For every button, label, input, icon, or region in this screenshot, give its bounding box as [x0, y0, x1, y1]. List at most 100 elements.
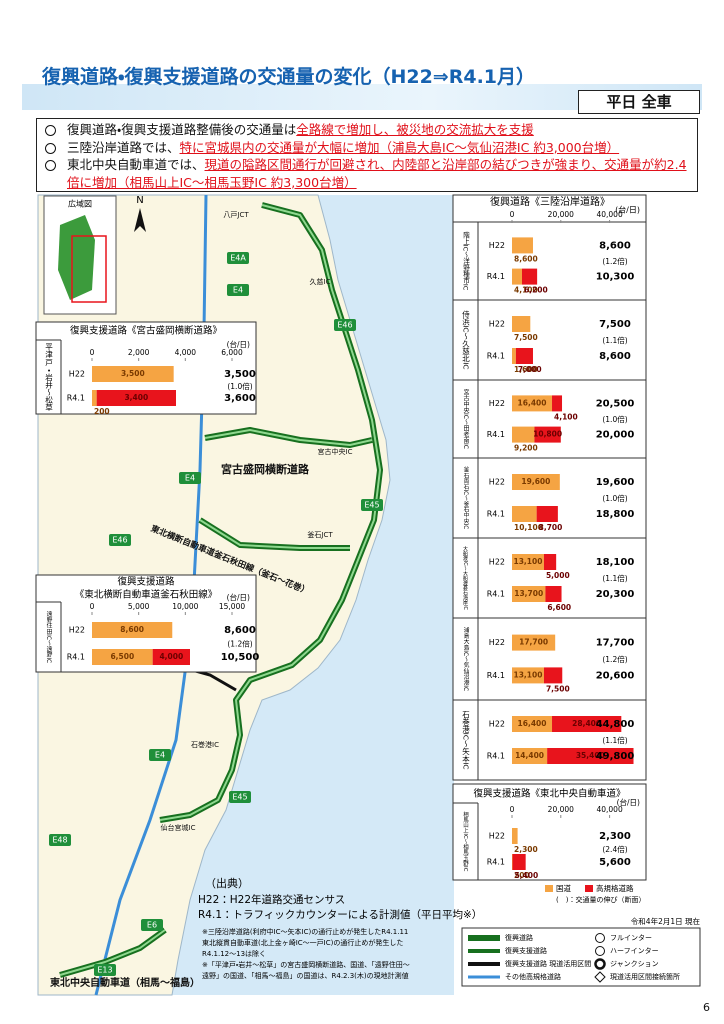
bar-segment: [547, 748, 634, 764]
route-badge: [179, 472, 201, 484]
bar-segment: [512, 506, 537, 522]
emphasis-text: 特に宮城県内の交通量が大幅に増加（浦島大島IC～気仙沼港IC 約3,000台増）: [179, 139, 620, 155]
tohoku-central-road-inner: [59, 929, 166, 976]
bar-segment: [92, 390, 97, 406]
bar-segment: [92, 622, 173, 638]
total-label: 7,500: [599, 319, 631, 330]
chart-title: 復興支援道路《東北中央自動車道》: [473, 788, 625, 800]
value-label: 5,000: [546, 571, 570, 580]
bullet-text: 三陸沿岸道路では、: [67, 139, 180, 155]
bar-segment: [522, 268, 538, 285]
bullet: 三陸沿岸道路では、特に宮城県内の交通量が大幅に増加（浦島大島IC～気仙沼港IC …: [45, 139, 691, 157]
route-badge: [227, 252, 249, 264]
chart-title: 復興支援道路: [117, 576, 175, 588]
legend-road-label: 復興支援道路: [505, 946, 547, 955]
value-label: 13,100: [514, 557, 543, 566]
total-label: 19,600: [596, 477, 635, 488]
legend-note: ( )：交通量の伸び（断面）: [556, 895, 645, 904]
category-label: H22: [489, 478, 505, 487]
category-label: R4.1: [487, 671, 505, 680]
legend-road-label: 復興支援道路 現道活用区間: [505, 959, 591, 968]
total-label: 3,600: [224, 393, 256, 404]
total-label: 20,300: [596, 589, 635, 600]
growth-ratio: (1.1倍): [602, 335, 627, 345]
x-tick-label: 0: [510, 805, 515, 814]
value-label: 16,400: [518, 398, 547, 407]
growth-ratio: (1.2倍): [602, 256, 627, 266]
bar-segment: [512, 474, 560, 490]
value-label: 8,600: [120, 625, 144, 634]
chart-unit: (台/日): [227, 592, 250, 602]
route-badge: [227, 284, 249, 296]
source-line: R4.1：トラフィックカウンターによる計測値（平日平均※）: [198, 908, 482, 921]
x-tick-label: 0: [90, 348, 95, 357]
route-number: E45: [364, 501, 379, 510]
chart-frame: [452, 221, 647, 301]
category-label: H22: [69, 626, 85, 635]
bar-segment: [512, 586, 546, 602]
x-tick-label: 15,000: [219, 602, 245, 611]
value-label: 7,500: [546, 684, 570, 693]
value-label: 13,700: [514, 589, 543, 598]
category-label: H22: [489, 638, 505, 647]
growth-ratio: (1.2倍): [227, 639, 252, 649]
chart-unit: (台/日): [227, 339, 250, 349]
miyako-road-inner: [204, 429, 373, 446]
map-label: 宮古中央IC: [318, 447, 353, 456]
bar-segment: [512, 426, 535, 443]
category-label: H22: [489, 241, 505, 250]
value-label: 6,500: [110, 652, 134, 661]
value-label: 1,600: [514, 365, 538, 374]
category-label: R4.1: [67, 394, 85, 403]
bar-segment: [543, 554, 557, 570]
bullet-text: 東北中央自動車道では、: [67, 157, 205, 172]
category-label: R4.1: [487, 352, 505, 361]
legend-road-label: その他高規格道路: [505, 972, 561, 981]
value-label: 3,500: [121, 369, 145, 378]
source-note: R4.1.12～13は除く: [202, 949, 266, 958]
category-label: R4.1: [487, 510, 505, 519]
category-label: H22: [69, 370, 85, 379]
route-number: E4: [233, 286, 243, 295]
route-number: E48: [52, 836, 67, 845]
category-label: H22: [489, 558, 505, 567]
reconstruction-road-inner: [159, 204, 381, 821]
x-tick-label: 4,000: [175, 348, 197, 357]
bullet-text: 復興道路・復興支援道路整備後の交通量は: [67, 122, 297, 137]
section-label: 平津戸・岩井～松草: [44, 343, 53, 412]
legend-date: 令和4年2月1日 現在: [631, 916, 701, 926]
legend-symbol: [595, 933, 605, 943]
total-label: 8,600: [599, 351, 631, 362]
bar-segment: [512, 716, 553, 732]
route-number: E4: [185, 474, 195, 483]
value-label: 10,100: [514, 523, 543, 532]
bar-segment: [512, 634, 556, 651]
legend-symbol: [595, 946, 605, 956]
source-note: ※三陸沿岸道路(利府中IC～矢本IC)の通行止めが発生したR4.1.11: [202, 927, 408, 936]
route-badge: [109, 534, 131, 546]
value-label: 6,200: [524, 286, 548, 295]
growth-ratio: (1.1倍): [602, 735, 627, 745]
route-badge: [141, 919, 163, 931]
x-tick-label: 5,000: [128, 602, 150, 611]
growth-ratio: (2.4倍): [602, 844, 627, 854]
total-label: 18,100: [596, 557, 635, 568]
value-label: 35,400: [576, 751, 605, 760]
value-label: 5,400: [514, 871, 538, 880]
total-label: 44,800: [596, 719, 635, 730]
legend-symbol-label: ジャンクション: [610, 960, 659, 968]
source-note: ※「平津戸・岩井～松草」の宮古盛岡横断道路、国道、「遠野住田～: [202, 960, 410, 969]
bar-segment: [515, 348, 533, 364]
bar-segment: [96, 390, 176, 406]
route-badge: [334, 319, 356, 331]
bar-segment: [552, 395, 563, 412]
total-label: 2,300: [599, 831, 631, 842]
value-label: 14,400: [515, 751, 544, 760]
route-number: E13: [97, 966, 112, 975]
category-label: R4.1: [67, 653, 85, 662]
category-label: R4.1: [487, 430, 505, 439]
chart-frame: [452, 299, 647, 381]
route-number: E4A: [230, 254, 246, 263]
